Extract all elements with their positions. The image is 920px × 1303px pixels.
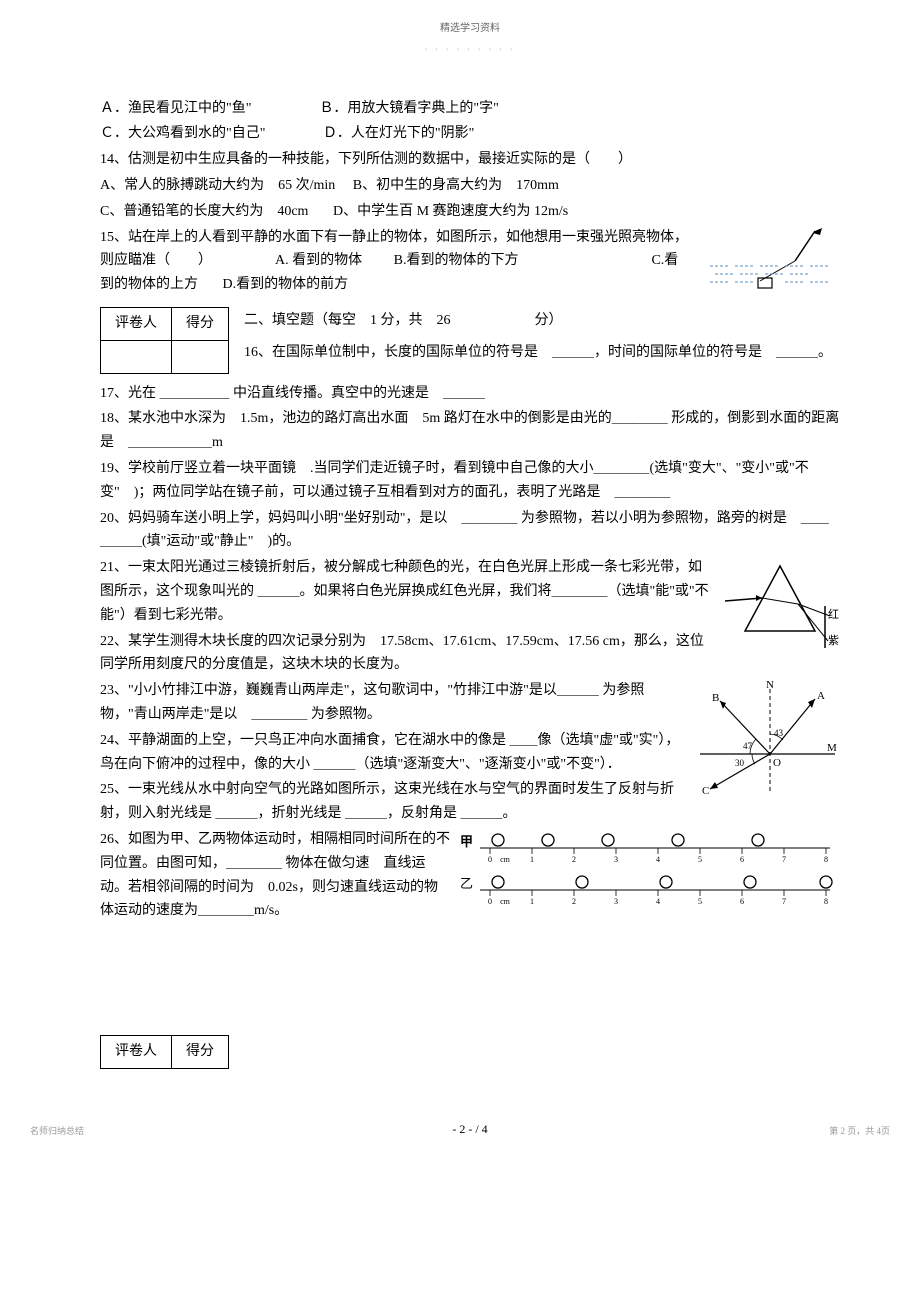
svg-text:30: 30 — [735, 758, 745, 768]
svg-text:N: N — [766, 679, 774, 691]
svg-text:1: 1 — [530, 897, 534, 906]
score-table: 评卷人 得分 — [100, 307, 229, 374]
svg-text:A: A — [817, 690, 825, 702]
score2-col2: 得分 — [172, 1036, 229, 1069]
svg-text:2: 2 — [572, 897, 576, 906]
svg-text:甲: 甲 — [460, 834, 473, 849]
q13-d: Ｄ．人在灯光下的"阴影" — [323, 126, 474, 141]
svg-text:0: 0 — [488, 855, 492, 864]
svg-text:C: C — [702, 785, 709, 797]
svg-text:8: 8 — [824, 855, 828, 864]
footer-left: 名师归纳总结 — [30, 1124, 84, 1139]
q20: 20、妈妈骑车送小明上学，妈妈叫小明"坐好别动"，是以 ＿＿＿＿ 为参照物，若以… — [100, 507, 840, 555]
q21-figure: 红 紫 — [720, 556, 840, 665]
q13-b: Ｂ．用放大镜看字典上的"字" — [319, 101, 498, 116]
q25-figure: M N O A B C 47 43 30 — [690, 679, 840, 808]
score-col1: 评卷人 — [101, 307, 172, 340]
svg-text:3: 3 — [614, 855, 618, 864]
q14-cd: C、普通铅笔的长度大约为 40cm D、中学生百 M 赛跑速度大约为 12m/s — [100, 200, 840, 224]
svg-text:O: O — [773, 757, 781, 769]
q19: 19、学校前厅竖立着一块平面镜 .当同学们走近镜子时，看到镜中自己像的大小＿＿＿… — [100, 457, 840, 505]
svg-text:4: 4 — [656, 897, 660, 906]
footer-right: 第 2 页，共 4页 — [829, 1124, 890, 1139]
q14-a: A、常人的脉搏跳动大约为 65 次/min — [100, 178, 335, 193]
score2-col1: 评卷人 — [101, 1036, 172, 1069]
svg-text:5: 5 — [698, 897, 702, 906]
svg-text:红: 红 — [828, 608, 839, 621]
svg-text:乙: 乙 — [460, 876, 473, 891]
q14-ab: A、常人的脉搏跳动大约为 65 次/min B、初中生的身高大约为 170mm — [100, 174, 840, 198]
score-table-2: 评卷人 得分 — [100, 1035, 229, 1069]
doc-header: 精选学习资料 — [100, 20, 840, 37]
svg-text:43: 43 — [774, 728, 784, 738]
q18: 18、某水池中水深为 1.5m，池边的路灯高出水面 5m 路灯在水中的倒影是由光… — [100, 407, 840, 455]
q14-b: B、初中生的身高大约为 170mm — [353, 178, 559, 193]
svg-text:1: 1 — [530, 855, 534, 864]
q13-a: Ａ．渔民看见江中的"鱼" — [100, 101, 251, 116]
q15-d: D.看到的物体的前方 — [223, 277, 349, 292]
doc-header-dots: · · · · · · · · · — [100, 43, 840, 57]
score-col2: 得分 — [172, 307, 229, 340]
svg-text:6: 6 — [740, 855, 744, 864]
q15-a: A. 看到的物体 — [275, 253, 362, 268]
svg-text:0: 0 — [488, 897, 492, 906]
svg-text:7: 7 — [782, 855, 786, 864]
svg-text:M: M — [827, 742, 837, 754]
svg-text:6: 6 — [740, 897, 744, 906]
svg-text:cm: cm — [500, 897, 511, 906]
page-number: - 2 - / 4 — [100, 1119, 840, 1139]
svg-text:4: 4 — [656, 855, 660, 864]
q26-figure: 甲 0 cm 1 2 3 4 5 6 7 8 — [460, 828, 840, 917]
q15-b: B.看到的物体的下方 — [394, 253, 519, 268]
q14-d: D、中学生百 M 赛跑速度大约为 12m/s — [333, 204, 568, 219]
svg-text:紫: 紫 — [828, 634, 839, 647]
svg-text:cm: cm — [500, 855, 511, 864]
q14-c: C、普通铅笔的长度大约为 40cm — [100, 204, 308, 219]
q17: 17、光在 ＿＿＿＿＿ 中沿直线传播。真空中的光速是 ＿＿＿ — [100, 382, 840, 406]
svg-text:2: 2 — [572, 855, 576, 864]
svg-text:5: 5 — [698, 855, 702, 864]
q13-c: Ｃ．大公鸡看到水的"自己" — [100, 126, 265, 141]
q13-options-ab: Ａ．渔民看见江中的"鱼" Ｂ．用放大镜看字典上的"字" — [100, 97, 840, 121]
svg-text:7: 7 — [782, 897, 786, 906]
svg-text:47: 47 — [743, 741, 753, 751]
q14-stem: 14、估测是初中生应具备的一种技能，下列所估测的数据中，最接近实际的是（ ） — [100, 148, 840, 172]
svg-text:B: B — [712, 692, 719, 704]
q15-figure — [700, 226, 840, 315]
svg-text:8: 8 — [824, 897, 828, 906]
svg-text:3: 3 — [614, 897, 618, 906]
q13-options-cd: Ｃ．大公鸡看到水的"自己" Ｄ．人在灯光下的"阴影" — [100, 122, 840, 146]
